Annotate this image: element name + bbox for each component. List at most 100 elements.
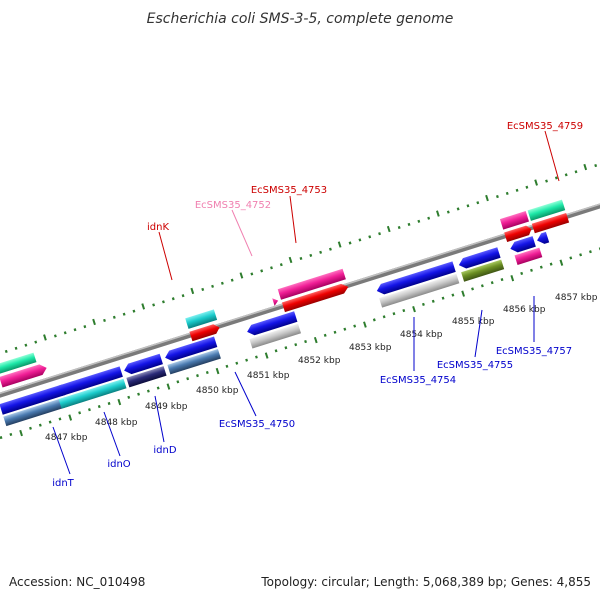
minor-tick (220, 281, 224, 285)
major-tick (363, 321, 367, 328)
leader-line (154, 395, 165, 443)
gene-label-EcSMS35_4754[interactable]: EcSMS35_4754 (380, 375, 456, 386)
gene-EcSMS35_4754[interactable] (375, 261, 456, 296)
minor-tick (63, 331, 67, 335)
gene-EcSMS35_4755[interactable] (457, 247, 501, 270)
gene-feature[interactable] (3, 396, 70, 427)
gene-feature[interactable] (0, 363, 48, 388)
gene-idnO[interactable] (122, 353, 163, 376)
minor-tick (382, 315, 386, 319)
minor-tick (14, 346, 18, 350)
minor-tick (38, 423, 42, 427)
gene-idnK[interactable] (185, 309, 218, 329)
major-tick (68, 414, 73, 421)
gene-EcSMS35_4759-red[interactable] (504, 224, 533, 243)
gene-label-idnK[interactable]: idnK (147, 222, 169, 233)
leader-line (474, 309, 483, 358)
minor-tick (545, 179, 548, 183)
minor-tick (319, 250, 323, 254)
minor-tick (88, 408, 91, 412)
major-tick (534, 179, 538, 186)
minor-tick (554, 176, 558, 180)
minor-tick (549, 262, 553, 266)
gene-EcSMS35_4750-gray[interactable] (249, 323, 302, 349)
major-tick (215, 367, 220, 375)
gene-EcSMS35_4750[interactable] (245, 311, 298, 337)
gene-idnD-steel[interactable] (167, 348, 221, 375)
major-tick (583, 163, 588, 171)
gene-label-EcSMS35_4750[interactable]: EcSMS35_4750 (219, 419, 295, 430)
gene-label-EcSMS35_4759[interactable]: EcSMS35_4759 (507, 121, 583, 132)
kbp-tick-label: 4856 kbp (503, 305, 546, 315)
minor-tick (235, 361, 239, 365)
minor-tick (230, 278, 234, 282)
minor-tick (201, 287, 205, 292)
minor-tick (520, 271, 524, 275)
leader-line (289, 195, 297, 244)
minor-tick (372, 318, 376, 322)
gene-feature[interactable] (0, 352, 37, 375)
gene-label-EcSMS35_4752[interactable]: EcSMS35_4752 (195, 200, 271, 211)
forward-strand-genes (0, 199, 570, 388)
gene-idnK-red[interactable] (189, 323, 221, 342)
minor-tick (270, 266, 273, 270)
minor-tick (48, 420, 52, 424)
major-tick (190, 287, 195, 295)
gene-EcSMS35_4759[interactable] (499, 211, 529, 230)
major-tick (239, 272, 244, 279)
gene-label-EcSMS35_4753[interactable]: EcSMS35_4753 (251, 185, 327, 196)
kbp-tick-label: 4851 kbp (247, 371, 290, 381)
minor-tick (323, 333, 327, 337)
major-tick (264, 352, 269, 359)
minor-tick (407, 222, 411, 226)
minor-tick (279, 263, 283, 267)
gene-EcSMS35_4755-olive[interactable] (461, 259, 505, 282)
minor-tick (294, 343, 298, 347)
minor-tick (260, 269, 264, 273)
gene-label-EcSMS35_4757[interactable]: EcSMS35_4757 (496, 346, 572, 357)
minor-tick (505, 191, 509, 196)
gene-idnD[interactable] (163, 336, 218, 363)
kbp-tick-label: 4853 kbp (349, 343, 392, 353)
gene-feature[interactable] (531, 212, 570, 234)
gene-idnO-navy[interactable] (126, 366, 167, 388)
gene-EcSMS35_4754-gray[interactable] (379, 273, 460, 308)
gene-idnT-cyan[interactable] (58, 378, 127, 409)
minor-tick (181, 294, 185, 298)
gene-label-idnO[interactable]: idnO (107, 459, 130, 470)
minor-tick (368, 235, 372, 239)
gene-feature[interactable] (527, 199, 566, 221)
gene-idnT[interactable] (53, 366, 123, 398)
gene-EcSMS35_4753[interactable] (277, 268, 346, 300)
gene-label-idnT[interactable]: idnT (52, 478, 74, 489)
gene-EcSMS35_4752[interactable] (272, 297, 279, 306)
minor-tick (196, 374, 199, 378)
major-tick (510, 275, 515, 282)
major-tick (485, 194, 489, 202)
major-tick (559, 259, 564, 266)
gene-label-idnD[interactable]: idnD (153, 445, 176, 456)
gene-label-EcSMS35_4755[interactable]: EcSMS35_4755 (437, 360, 513, 371)
kbp-tick-label: 4847 kbp (45, 433, 88, 443)
minor-tick (417, 219, 421, 223)
major-tick (412, 305, 416, 313)
leader-line (544, 130, 560, 182)
minor-tick (569, 256, 573, 260)
minor-tick (378, 232, 381, 236)
gene-feature[interactable] (509, 236, 536, 254)
minor-tick (427, 216, 431, 220)
gene-feature[interactable] (0, 384, 66, 415)
minor-tick (225, 364, 229, 368)
minor-tick (107, 401, 111, 406)
minor-tick (480, 284, 484, 288)
minor-tick (574, 170, 578, 174)
major-tick (288, 256, 293, 264)
major-tick (386, 225, 391, 233)
gene-EcSMS35_4753-red[interactable] (281, 282, 350, 313)
reverse-strand-genes (0, 231, 550, 427)
gene-feature[interactable] (535, 231, 550, 246)
gene-EcSMS35_4757[interactable] (514, 247, 543, 265)
minor-tick (146, 389, 150, 393)
minor-tick (539, 265, 543, 269)
